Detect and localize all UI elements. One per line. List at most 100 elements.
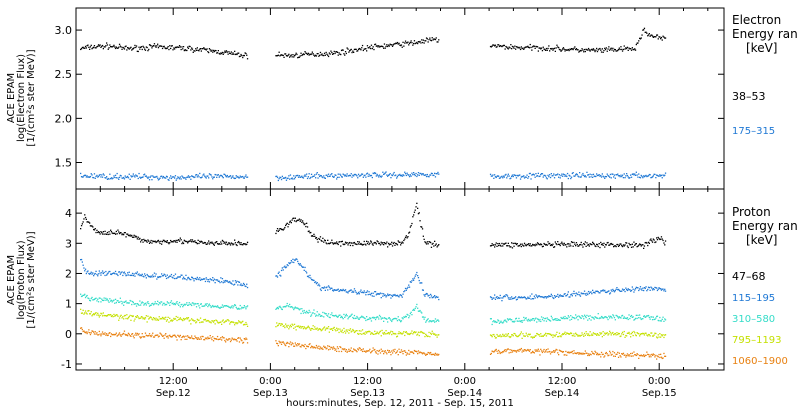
point-electron-175-315 <box>344 174 347 176</box>
point-proton-47-68 <box>536 244 538 246</box>
point-electron-38-53 <box>647 34 650 36</box>
point-proton-1060-1900 <box>621 353 623 355</box>
point-electron-38-53 <box>354 48 356 50</box>
point-electron-38-53 <box>197 49 199 51</box>
point-electron-38-53 <box>625 47 627 49</box>
point-electron-175-315 <box>413 172 415 174</box>
point-proton-115-195 <box>401 296 403 298</box>
point-proton-47-68 <box>230 242 232 244</box>
point-proton-795-1193 <box>369 331 371 333</box>
point-proton-795-1193 <box>541 335 544 337</box>
point-electron-38-53 <box>569 48 571 50</box>
point-proton-115-195 <box>593 291 595 294</box>
point-proton-795-1193 <box>289 324 292 326</box>
point-proton-115-195 <box>536 295 538 297</box>
point-proton-115-195 <box>355 291 357 293</box>
point-electron-38-53 <box>228 51 230 53</box>
point-proton-310-580 <box>632 316 634 318</box>
point-electron-38-53 <box>553 47 556 49</box>
point-proton-47-68 <box>246 243 248 245</box>
point-electron-175-315 <box>327 173 330 175</box>
point-proton-1060-1900 <box>317 347 319 350</box>
point-proton-115-195 <box>331 287 333 289</box>
point-proton-795-1193 <box>519 333 522 335</box>
point-electron-175-315 <box>338 176 340 178</box>
point-electron-175-315 <box>320 175 322 177</box>
point-proton-47-68 <box>85 218 87 220</box>
point-proton-47-68 <box>140 241 142 243</box>
point-proton-115-195 <box>110 273 112 275</box>
point-proton-1060-1900 <box>244 338 246 341</box>
point-proton-1060-1900 <box>165 336 168 338</box>
point-proton-310-580 <box>643 315 646 317</box>
point-proton-47-68 <box>327 242 330 245</box>
electron-panel-frame <box>75 7 725 190</box>
point-electron-38-53 <box>557 46 559 48</box>
point-electron-175-315 <box>202 174 204 176</box>
point-electron-175-315 <box>92 176 94 179</box>
point-electron-38-53 <box>85 47 87 49</box>
point-proton-1060-1900 <box>432 353 434 356</box>
point-proton-310-580 <box>512 320 514 323</box>
point-proton-115-195 <box>195 277 197 280</box>
point-proton-1060-1900 <box>148 333 151 335</box>
point-proton-115-195 <box>235 281 237 284</box>
point-proton-115-195 <box>651 289 654 291</box>
point-proton-115-195 <box>497 297 499 300</box>
point-electron-38-53 <box>126 49 128 51</box>
point-electron-175-315 <box>543 174 545 177</box>
point-proton-310-580 <box>436 319 438 321</box>
point-proton-310-580 <box>215 305 217 308</box>
point-electron-175-315 <box>294 176 296 178</box>
point-proton-795-1193 <box>591 333 593 335</box>
point-proton-310-580 <box>552 319 554 321</box>
point-proton-310-580 <box>525 317 527 319</box>
point-electron-38-53 <box>579 49 582 52</box>
point-proton-310-580 <box>183 303 185 305</box>
point-proton-795-1193 <box>105 315 107 317</box>
point-proton-115-195 <box>367 293 369 296</box>
point-proton-795-1193 <box>365 331 367 333</box>
point-proton-1060-1900 <box>368 350 370 352</box>
point-proton-115-195 <box>280 275 282 277</box>
point-electron-175-315 <box>519 178 522 180</box>
point-electron-38-53 <box>343 53 345 55</box>
point-proton-115-195 <box>587 290 590 293</box>
point-proton-115-195 <box>320 289 322 292</box>
point-proton-310-580 <box>381 317 383 319</box>
point-proton-310-580 <box>118 301 121 303</box>
point-proton-115-195 <box>375 294 377 296</box>
point-electron-38-53 <box>558 47 560 49</box>
point-proton-795-1193 <box>103 314 105 317</box>
point-proton-795-1193 <box>635 335 637 337</box>
point-electron-175-315 <box>112 177 114 179</box>
point-proton-115-195 <box>397 295 399 297</box>
point-electron-175-315 <box>311 176 313 178</box>
point-proton-795-1193 <box>329 328 331 330</box>
point-proton-1060-1900 <box>236 340 238 342</box>
point-electron-38-53 <box>241 55 243 57</box>
point-proton-47-68 <box>376 240 378 242</box>
point-proton-1060-1900 <box>361 349 363 351</box>
point-electron-38-53 <box>124 45 126 48</box>
point-electron-38-53 <box>375 45 377 47</box>
point-proton-1060-1900 <box>333 347 335 349</box>
point-proton-795-1193 <box>650 332 652 334</box>
point-proton-115-195 <box>530 298 532 300</box>
point-electron-175-315 <box>350 173 352 175</box>
point-electron-38-53 <box>400 44 403 46</box>
point-proton-795-1193 <box>344 330 346 332</box>
point-proton-795-1193 <box>408 333 410 335</box>
point-proton-310-580 <box>654 318 656 320</box>
point-electron-38-53 <box>180 48 182 51</box>
point-proton-795-1193 <box>94 312 96 315</box>
point-proton-115-195 <box>579 295 582 297</box>
point-proton-47-68 <box>622 244 625 246</box>
point-proton-47-68 <box>639 243 642 246</box>
point-proton-1060-1900 <box>380 348 382 350</box>
point-proton-47-68 <box>300 219 302 221</box>
point-proton-795-1193 <box>407 333 409 335</box>
point-proton-310-580 <box>532 318 535 320</box>
point-proton-1060-1900 <box>196 338 198 340</box>
point-proton-1060-1900 <box>246 338 248 340</box>
